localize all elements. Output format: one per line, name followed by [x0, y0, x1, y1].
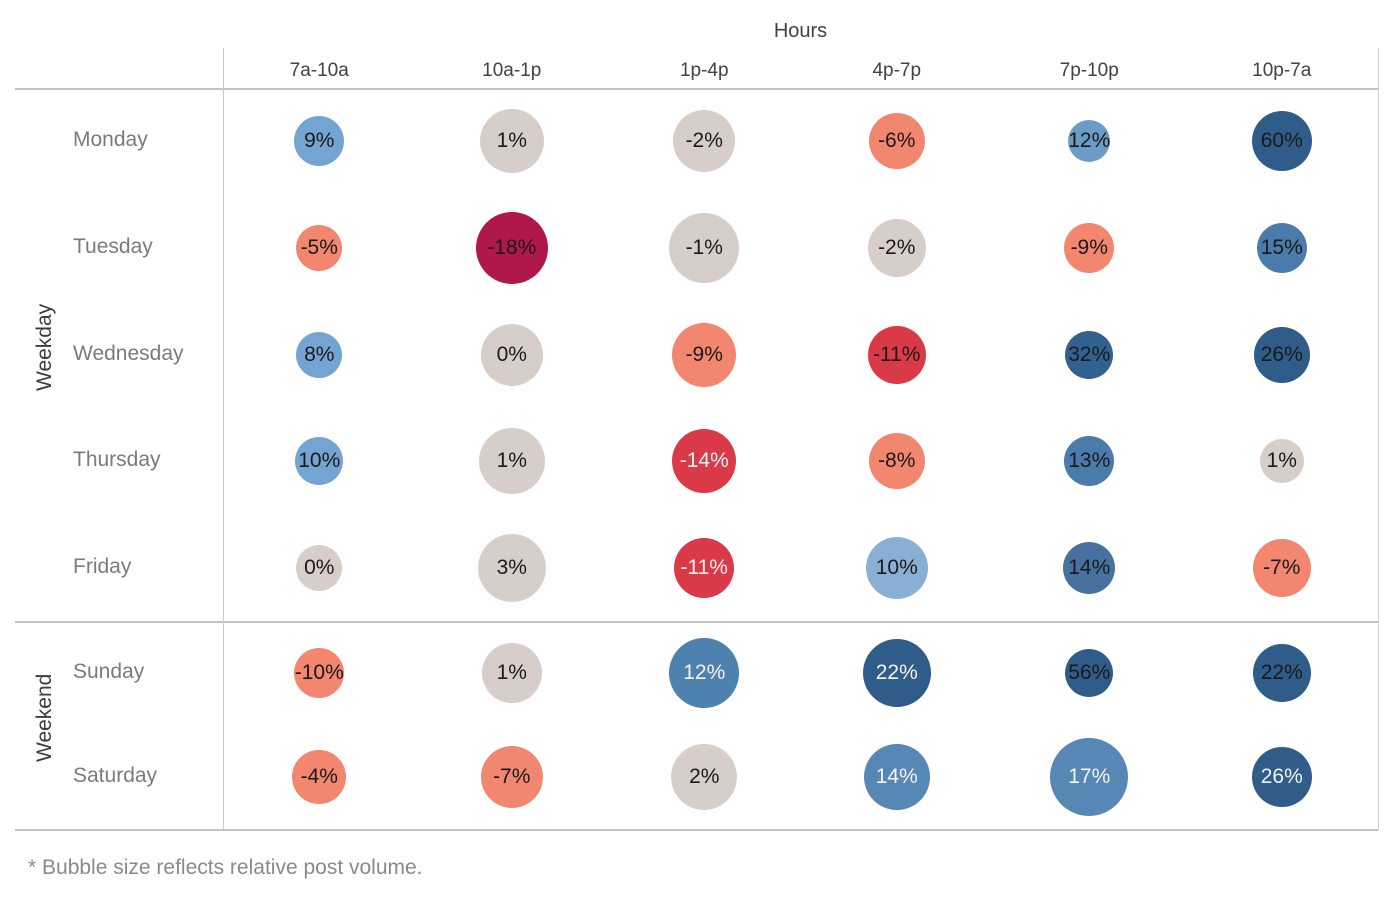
bubble-monday-10p-7a[interactable]: 60% — [1251, 111, 1312, 172]
row-label-thursday: Thursday — [73, 448, 161, 472]
bubble-saturday-1p-4p[interactable]: 2% — [671, 744, 738, 810]
bubble-saturday-7a-10a[interactable]: -4% — [292, 750, 347, 804]
bubble-saturday-10a-1p[interactable]: -7% — [480, 746, 543, 808]
column-header-4p-7p: 4p-7p — [872, 60, 922, 81]
bubble-friday-7a-10a[interactable]: 0% — [296, 544, 343, 591]
bubble-sunday-10p-7a[interactable]: 22% — [1252, 644, 1311, 702]
bubble-thursday-10p-7a[interactable]: 1% — [1259, 439, 1304, 484]
bubble-size-footnote: * Bubble size reflects relative post vol… — [28, 856, 423, 879]
bubble-thursday-4p-7p[interactable]: -8% — [868, 433, 925, 490]
bubble-saturday-7p-10p[interactable]: 17% — [1050, 738, 1129, 816]
bubble-thursday-10a-1p[interactable]: 1% — [478, 428, 545, 495]
weekday-weekend-separator — [15, 621, 1378, 623]
bubble-thursday-7p-10p[interactable]: 13% — [1064, 436, 1115, 487]
bubble-sunday-7a-10a[interactable]: -10% — [294, 648, 345, 698]
group-label-weekend: Weekend — [33, 673, 56, 762]
bubble-sunday-4p-7p[interactable]: 22% — [862, 639, 931, 707]
bubble-tuesday-10p-7a[interactable]: 15% — [1256, 222, 1307, 273]
bubble-wednesday-10p-7a[interactable]: 26% — [1253, 326, 1310, 383]
column-header-7p-10p: 7p-10p — [1059, 60, 1119, 81]
column-header-10a-1p: 10a-1p — [482, 60, 542, 81]
bubble-saturday-10p-7a[interactable]: 26% — [1251, 747, 1312, 807]
bubble-wednesday-7p-10p[interactable]: 32% — [1065, 330, 1114, 379]
bubble-monday-10a-1p[interactable]: 1% — [479, 109, 544, 174]
bubble-friday-7p-10p[interactable]: 14% — [1063, 541, 1116, 594]
bubble-sunday-1p-4p[interactable]: 12% — [669, 638, 740, 708]
row-label-saturday: Saturday — [73, 764, 158, 787]
row-label-friday: Friday — [73, 554, 132, 578]
bubble-tuesday-10a-1p[interactable]: -18% — [475, 211, 548, 284]
column-header-1p-4p: 1p-4p — [679, 60, 729, 81]
bubble-sunday-10a-1p[interactable]: 1% — [481, 643, 542, 703]
bubble-friday-10a-1p[interactable]: 3% — [477, 533, 546, 602]
bubble-wednesday-10a-1p[interactable]: 0% — [480, 323, 543, 386]
bubble-sunday-7p-10p[interactable]: 56% — [1065, 649, 1114, 697]
bubble-thursday-1p-4p[interactable]: -14% — [672, 429, 737, 494]
bubble-saturday-4p-7p[interactable]: 14% — [863, 744, 930, 810]
column-header-7a-10a: 7a-10a — [289, 60, 349, 81]
right-border-line — [1378, 48, 1379, 830]
bubble-tuesday-7p-10p[interactable]: -9% — [1064, 222, 1115, 273]
column-header-10p-7a: 10p-7a — [1252, 60, 1312, 81]
bubble-wednesday-7a-10a[interactable]: 8% — [296, 331, 343, 378]
bubble-monday-7p-10p[interactable]: 12% — [1068, 120, 1110, 163]
row-label-monday: Monday — [73, 128, 148, 152]
bubble-tuesday-7a-10a[interactable]: -5% — [296, 224, 343, 271]
bubble-monday-4p-7p[interactable]: -6% — [868, 113, 925, 170]
bubble-friday-4p-7p[interactable]: 10% — [865, 536, 928, 599]
bubble-monday-7a-10a[interactable]: 9% — [294, 116, 345, 167]
bottom-border-line — [15, 829, 1378, 831]
bubble-thursday-7a-10a[interactable]: 10% — [295, 437, 344, 486]
group-label-weekday: Weekday — [33, 303, 56, 391]
chart-title: Hours — [773, 20, 828, 42]
bubble-friday-10p-7a[interactable]: -7% — [1252, 538, 1311, 597]
bubble-tuesday-4p-7p[interactable]: -2% — [867, 218, 926, 277]
header-underline — [15, 88, 1378, 90]
bubble-friday-1p-4p[interactable]: -11% — [674, 537, 735, 598]
left-axis-line — [223, 48, 224, 830]
row-label-sunday: Sunday — [73, 660, 145, 683]
row-label-wednesday: Wednesday — [73, 341, 184, 365]
bubble-wednesday-1p-4p[interactable]: -9% — [672, 322, 737, 387]
bubble-monday-1p-4p[interactable]: -2% — [673, 110, 736, 173]
row-label-tuesday: Tuesday — [73, 234, 153, 258]
bubble-tuesday-1p-4p[interactable]: -1% — [669, 212, 740, 283]
bubble-wednesday-4p-7p[interactable]: -11% — [867, 325, 926, 384]
